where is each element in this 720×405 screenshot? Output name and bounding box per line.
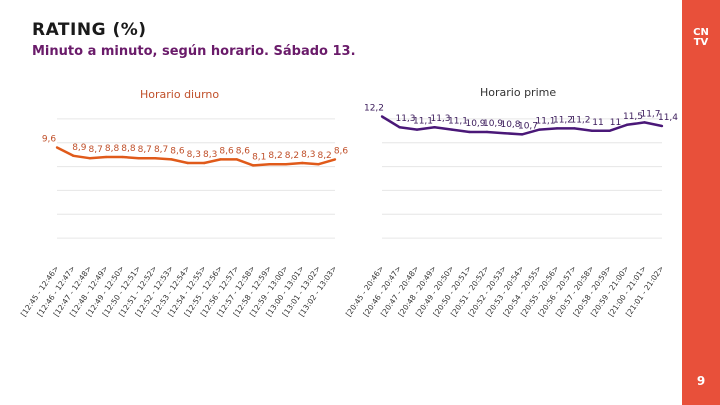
data-point-prime (450, 128, 454, 131)
data-label-prime: 11,5 (623, 112, 643, 122)
data-point-diurno (88, 157, 91, 160)
data-label-diurno: 8,2 (268, 151, 282, 161)
data-label-prime: 12,2 (364, 103, 384, 113)
data-label-prime: 11,1 (413, 117, 433, 127)
data-label-prime: 11,2 (570, 115, 590, 125)
data-label-diurno: 8,7 (89, 145, 103, 155)
data-point-diurno (137, 157, 140, 160)
page-number: 9 (696, 374, 706, 388)
data-label-prime: 11 (592, 118, 603, 128)
data-point-diurno (268, 162, 271, 166)
data-point-prime (415, 128, 419, 131)
page-subtitle: Minuto a minuto, según horario. Sábado 1… (32, 44, 356, 59)
data-label-diurno: 8,8 (121, 144, 136, 154)
data-label-diurno: 9,6 (42, 134, 57, 144)
data-label-diurno: 8,3 (187, 150, 201, 160)
data-label-diurno: 8,7 (154, 145, 168, 155)
data-point-diurno (186, 161, 190, 165)
data-label-prime: 11,1 (448, 117, 468, 127)
data-label-prime: 10,7 (518, 121, 538, 131)
data-label-prime: 11,3 (430, 114, 450, 124)
data-label-prime: 10,9 (483, 119, 503, 129)
data-label-diurno: 8,6 (334, 146, 349, 156)
data-point-diurno (170, 158, 173, 161)
data-point-prime (590, 129, 594, 132)
data-label-prime: 11,7 (640, 109, 660, 119)
data-label-diurno: 8,6 (219, 146, 234, 156)
data-point-prime (643, 121, 646, 124)
data-point-diurno (121, 155, 124, 159)
data-point-prime (398, 126, 401, 129)
data-point-prime (555, 127, 559, 130)
data-point-diurno (301, 161, 304, 165)
cntv-logo: CN TV (690, 28, 712, 48)
brand-bar: CN TV 9 (682, 0, 720, 405)
data-point-prime (468, 130, 471, 134)
data-label-prime: 11,1 (535, 117, 555, 127)
data-point-diurno (72, 154, 75, 158)
data-point-prime (573, 127, 576, 130)
data-point-prime (608, 129, 611, 132)
data-label-diurno: 8,6 (170, 146, 185, 156)
data-point-prime (485, 130, 489, 134)
data-label-diurno: 8,8 (105, 144, 120, 154)
data-point-prime (433, 126, 436, 129)
data-point-diurno (317, 162, 320, 166)
data-label-prime: 11,4 (658, 113, 678, 123)
data-point-diurno (235, 158, 239, 161)
logo-line-2: TV (693, 37, 709, 48)
data-point-diurno (219, 158, 222, 161)
data-point-diurno (284, 162, 288, 166)
data-label-diurno: 8,9 (72, 143, 87, 153)
page-title: RATING (%) (32, 20, 147, 40)
data-point-diurno (55, 146, 59, 149)
data-label-prime: 11,3 (395, 114, 415, 124)
data-label-diurno: 8,2 (285, 151, 299, 161)
rating-line-charts: 9,68,9 8,7 8,8 8,8 8,7 8,7 8,6 8,3 8,3 8,6 8,68,1 8… (19, 103, 678, 318)
data-point-diurno (333, 158, 337, 161)
data-label-diurno: 8,3 (301, 150, 315, 160)
data-point-diurno (202, 161, 206, 165)
data-point-diurno (153, 157, 157, 160)
data-label-prime: 10,8 (500, 120, 520, 130)
data-point-diurno (252, 164, 255, 167)
logo-line-1: CN (693, 27, 709, 38)
data-point-prime (625, 123, 629, 127)
data-label-diurno: 8,1 (252, 152, 266, 162)
data-point-prime (503, 131, 506, 135)
data-label-diurno: 8,6 (236, 146, 251, 156)
data-label-prime: 10,9 (465, 119, 485, 129)
data-point-prime (380, 115, 384, 118)
data-point-prime (660, 124, 664, 128)
data-label-diurno: 8,3 (203, 150, 217, 160)
series-line-diurno (56, 146, 336, 167)
data-label-diurno: 8,2 (317, 151, 331, 161)
data-label-prime: 11,2 (553, 115, 573, 125)
data-point-diurno (104, 155, 108, 159)
data-label-prime: 11 (610, 118, 621, 128)
data-point-prime (520, 133, 524, 136)
data-point-prime (538, 128, 541, 131)
data-label-diurno: 8,7 (138, 145, 152, 155)
chart-title-diurno: Horario diurno (140, 88, 220, 101)
chart-title-prime: Horario prime (480, 86, 557, 99)
